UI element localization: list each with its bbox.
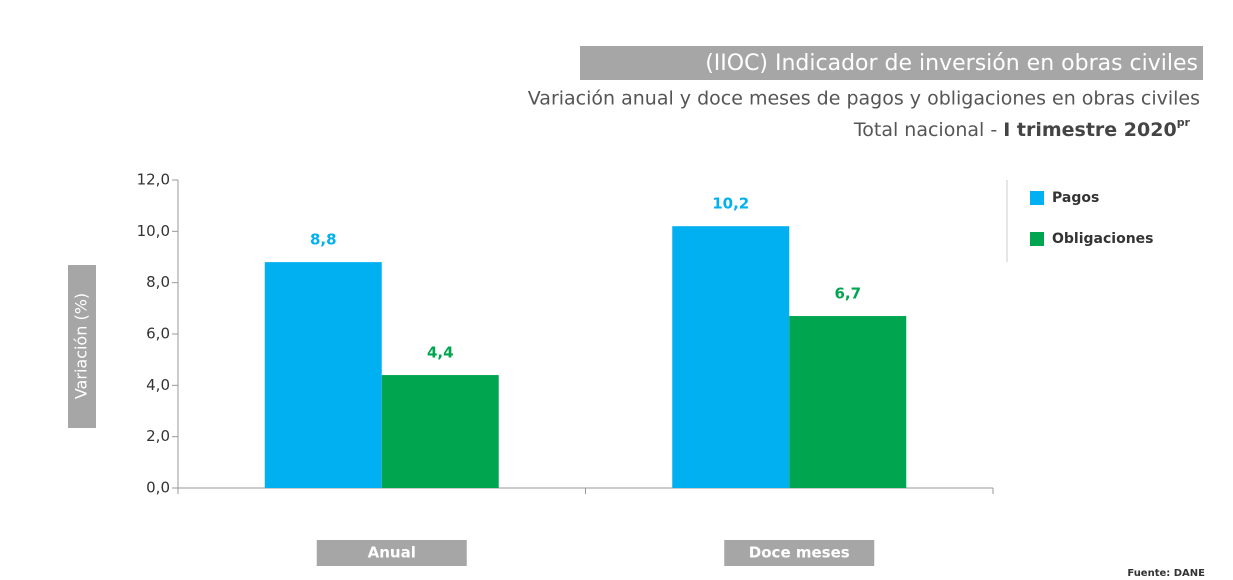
y-tick-label: 0,0 [146, 479, 170, 497]
category-box [724, 540, 875, 566]
y-axis-label: Variación (%) [72, 293, 91, 399]
data-label: 4,4 [427, 344, 454, 362]
bar [789, 316, 907, 488]
category-box [316, 540, 467, 566]
x-tick-label: Doce meses [749, 544, 850, 562]
y-tick-label: 4,0 [146, 376, 170, 394]
bar [381, 375, 499, 488]
legend-label: Pagos [1052, 190, 1099, 206]
data-label: 10,2 [712, 195, 749, 213]
y-tick-label: 10,0 [137, 222, 170, 240]
y-label-box [68, 265, 96, 428]
bar [672, 226, 790, 488]
data-label: 6,7 [834, 285, 861, 303]
y-tick-label: 6,0 [146, 325, 170, 343]
legend-swatch [1030, 191, 1044, 205]
data-label: 8,8 [310, 231, 337, 249]
subtitle-sup: pr [1177, 116, 1191, 129]
chart-title: (IIOC) Indicador de inversión en obras c… [705, 51, 1198, 76]
subtitle-bold: I trimestre 2020 [1003, 119, 1176, 141]
x-tick-label: Anual [368, 544, 416, 562]
subtitle-text: Total nacional - [853, 119, 997, 141]
chart-subtitle: Variación anual y doce meses de pagos y … [528, 88, 1200, 110]
legend-swatch [1030, 232, 1044, 246]
chart-subtitle-2: Total nacional - I trimestre 2020pr [853, 116, 1191, 141]
title-box [580, 46, 1203, 80]
y-tick-label: 8,0 [146, 273, 170, 291]
y-tick-label: 2,0 [146, 427, 170, 445]
bar [264, 262, 382, 488]
source: Fuente: DANE [1127, 568, 1205, 579]
legend-label: Obligaciones [1052, 231, 1154, 247]
y-tick-label: 12,0 [137, 171, 170, 189]
